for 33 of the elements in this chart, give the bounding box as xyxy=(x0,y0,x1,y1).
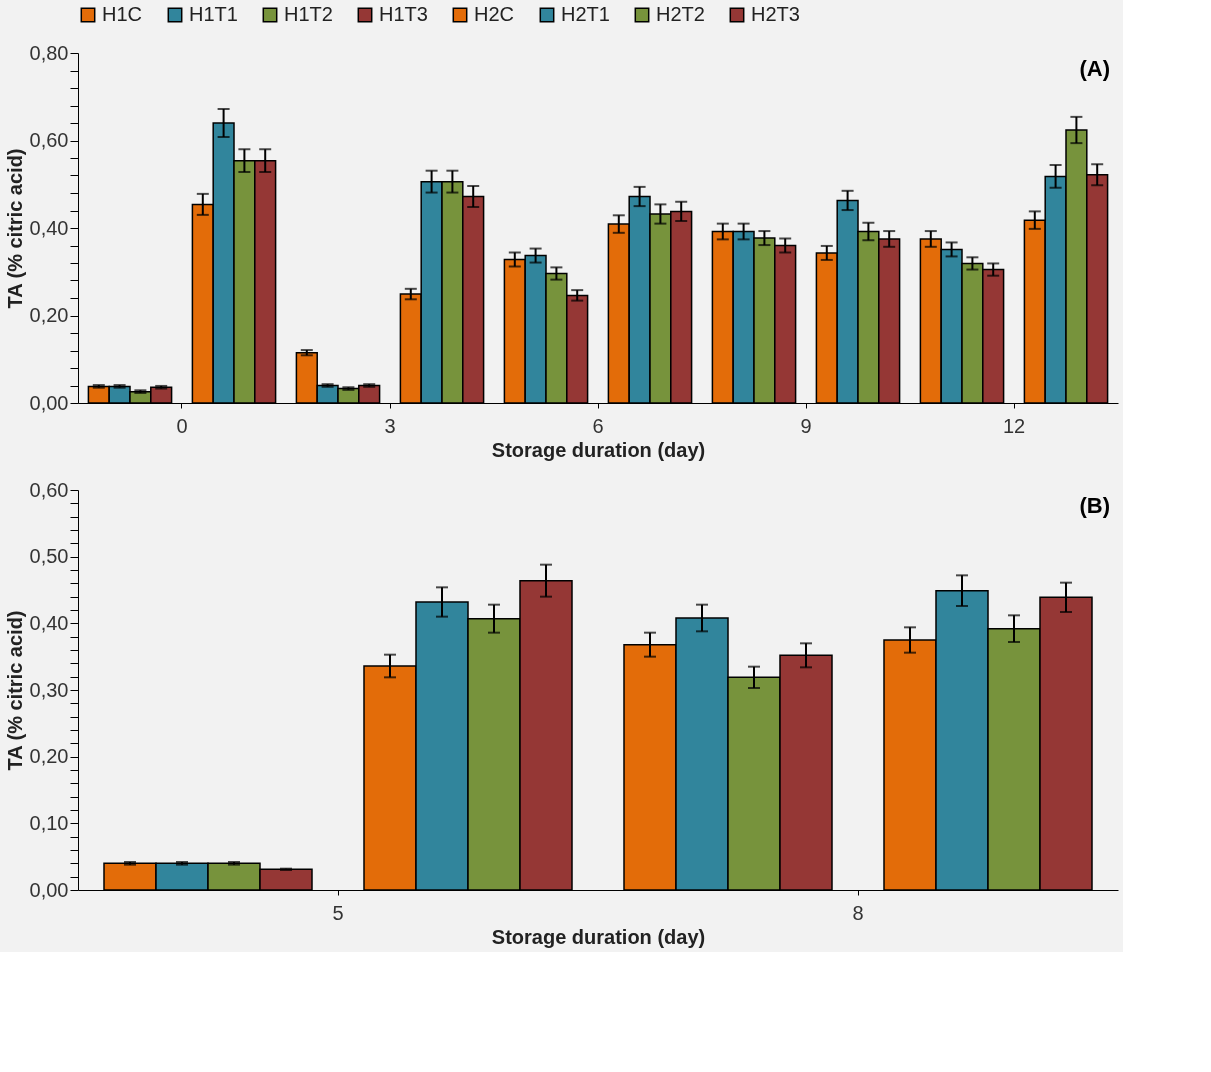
x-tick-label: 5 xyxy=(332,901,344,924)
legend-label: H2C xyxy=(474,3,515,25)
annotation: (B) xyxy=(1079,493,1110,518)
x-axis-title: Storage duration (day) xyxy=(491,438,706,461)
y-tick-label: 0,80 xyxy=(29,41,69,64)
y-tick-label: 0,00 xyxy=(29,878,69,901)
legend-label: H1T3 xyxy=(379,3,428,25)
legend-label: H1C xyxy=(102,3,143,25)
x-tick-label: 6 xyxy=(592,414,604,437)
x-tick-label: 9 xyxy=(800,414,812,437)
x-tick-label: 0 xyxy=(176,414,188,437)
y-tick-label: 0,60 xyxy=(29,129,69,151)
y-tick-label: 0,20 xyxy=(29,304,69,326)
legend-label: H2T3 xyxy=(751,3,800,25)
legend-label: H2T2 xyxy=(656,3,705,25)
annotation: (A) xyxy=(1079,56,1110,81)
y-tick-label: 0,30 xyxy=(29,678,69,701)
x-tick-label: 8 xyxy=(852,901,864,924)
legend-label: H2T1 xyxy=(561,3,610,25)
x-tick-label: 12 xyxy=(1002,414,1026,437)
y-tick-label: 0,00 xyxy=(29,391,69,414)
y-tick-label: 0,40 xyxy=(29,216,69,239)
y-axis-title: TA (% citric acid) xyxy=(3,148,26,309)
y-axis-title: TA (% citric acid) xyxy=(3,610,26,771)
y-tick-label: 0,40 xyxy=(29,611,69,634)
x-axis-title: Storage duration (day) xyxy=(491,925,706,948)
legend-label: H1T2 xyxy=(284,3,333,25)
y-tick-label: 0,50 xyxy=(29,545,69,568)
y-tick-label: 0,20 xyxy=(29,745,69,768)
y-tick-label: 0,60 xyxy=(29,478,69,501)
y-tick-label: 0,10 xyxy=(29,811,69,834)
legend-label: H1T1 xyxy=(189,3,238,25)
x-tick-label: 3 xyxy=(384,414,396,437)
